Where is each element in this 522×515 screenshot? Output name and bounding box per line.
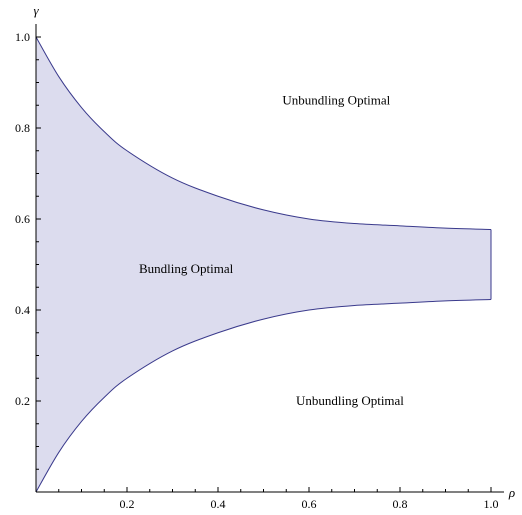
- region-label: Unbundling Optimal: [296, 393, 404, 408]
- x-tick-label: 0.6: [302, 497, 317, 511]
- y-tick-label: 0.6: [15, 212, 30, 226]
- y-ticks: 0.2 0.4 0.6 0.8 1.0: [15, 30, 41, 470]
- x-tick-label: 0.2: [120, 497, 135, 511]
- x-tick-label: 0.4: [211, 497, 226, 511]
- bundling-region: [36, 37, 491, 492]
- lower-boundary-curve: [35, 299, 492, 493]
- y-tick-label: 0.8: [15, 121, 30, 135]
- region-label: Unbundling Optimal: [282, 93, 390, 108]
- boundary-curves: [35, 36, 492, 493]
- y-tick-label: 0.2: [15, 394, 30, 408]
- bundling-region-fill: [36, 37, 491, 492]
- axes: [35, 24, 504, 493]
- region-label: Bundling Optimal: [139, 261, 234, 276]
- y-tick-label: 1.0: [15, 30, 30, 44]
- x-axis-title: ρ: [508, 485, 515, 500]
- y-axis-title: γ: [33, 3, 39, 18]
- x-ticks: 0.2 0.4 0.6 0.8 1.0: [58, 487, 499, 511]
- x-tick-label: 0.8: [393, 497, 408, 511]
- y-tick-label: 0.4: [15, 303, 30, 317]
- upper-boundary-curve: [35, 36, 492, 230]
- region-labels: Unbundling Optimal Bundling Optimal Unbund…: [139, 93, 404, 408]
- x-tick-label: 1.0: [484, 497, 499, 511]
